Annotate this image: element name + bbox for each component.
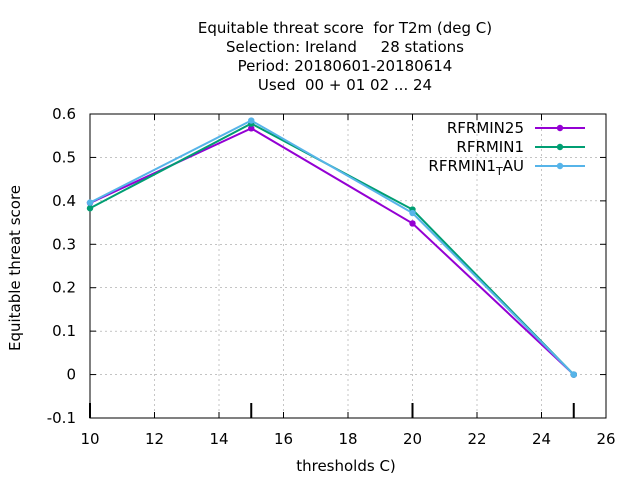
y-tick-label: 0.1 [52, 322, 76, 340]
title-line-4: Used 00 + 01 02 ... 24 [257, 76, 433, 94]
legend-label: RFRMIN1TAU [428, 157, 524, 178]
series-line [89, 122, 575, 376]
y-tick-label: -0.1 [47, 409, 76, 427]
x-tick-label: 10 [80, 430, 99, 448]
x-tick-label: 26 [596, 430, 615, 448]
series-line [89, 119, 575, 376]
x-tick-label: 14 [209, 430, 228, 448]
series-3 [86, 117, 577, 378]
x-tick-label: 24 [532, 430, 551, 448]
legend-label: RFRMIN25 [447, 119, 524, 137]
x-tick-label: 20 [403, 430, 422, 448]
x-axis-label: thresholds C) [296, 457, 396, 475]
data-point [409, 209, 416, 217]
y-tick-label: 0.4 [52, 192, 76, 210]
legend-marker [556, 124, 564, 132]
x-tick-label: 12 [145, 430, 164, 448]
legend-label: RFRMIN1 [456, 138, 524, 156]
title-line-3: Period: 20180601-20180614 [237, 57, 453, 75]
title-line-2: Selection: Ireland 28 stations [226, 38, 464, 56]
legend-marker [556, 162, 564, 170]
y-axis-label: Equitable threat score [6, 185, 24, 351]
y-tick-label: 0.5 [52, 148, 76, 166]
data-point [409, 220, 416, 227]
series-group [86, 117, 577, 378]
x-tick-label: 22 [467, 430, 486, 448]
title-line-1: Equitable threat score for T2m (deg C) [197, 19, 493, 37]
y-tick-label: 0.6 [52, 105, 76, 123]
data-point [570, 371, 577, 378]
legend-item: RFRMIN1 [456, 138, 585, 156]
y-tick-label: 0.3 [52, 235, 76, 253]
y-tick-label: 0 [66, 366, 76, 384]
legend-marker [556, 143, 564, 151]
data-point [86, 205, 94, 212]
data-point [86, 199, 94, 206]
legend-item: RFRMIN1TAU [428, 157, 585, 178]
x-tick-label: 16 [274, 430, 293, 448]
x-tick-label: 18 [338, 430, 357, 448]
grid [90, 114, 606, 418]
data-point [248, 125, 255, 132]
threshold-markers [89, 403, 575, 418]
data-point [248, 117, 255, 124]
axis-ticks: 10 12 14 16 18 20 22 24 26 -0.1 0 0.1 0.2 0.3 0.4 0.5 0.… [47, 105, 616, 448]
y-tick-label: 0.2 [52, 279, 76, 297]
legend-item: RFRMIN25 [447, 119, 585, 137]
